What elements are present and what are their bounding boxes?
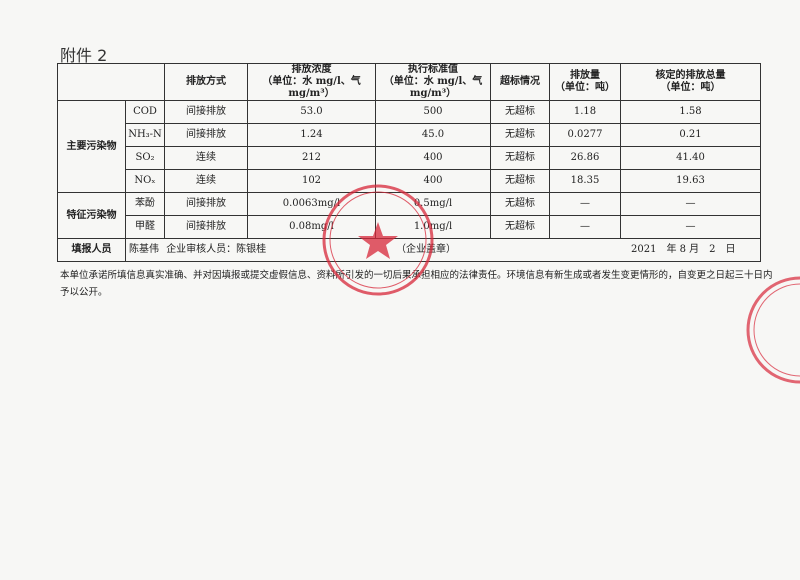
cell-total: 19.63 <box>620 169 761 193</box>
header-exceed: 超标情况 <box>490 63 550 101</box>
cell-amount: 26.86 <box>549 146 621 170</box>
cell-name: 苯酚 <box>125 192 165 216</box>
header-total: 核定的排放总量 （单位：吨） <box>620 63 761 101</box>
table-row: 甲醛 间接排放 0.08mg/l 1.0mg/l 无超标 — — <box>58 215 761 239</box>
header-row: 排放方式 排放浓度 （单位：水 mg/l、气 mg/m³） 执行标准值 （单位：水 … <box>57 63 761 101</box>
cell-total: 0.21 <box>620 123 761 147</box>
cell-name: NH₃-N <box>125 123 165 147</box>
cell-conc: 0.0063mg/l <box>247 192 376 216</box>
reporter-name: 陈基伟 <box>129 244 159 255</box>
group-main: 主要污染物 <box>57 100 126 193</box>
table-row: NOₓ 连续 102 400 无超标 18.35 19.63 <box>58 169 761 193</box>
cell-exceed: 无超标 <box>490 123 550 147</box>
cell-std: 400 <box>375 146 491 170</box>
cell-conc: 1.24 <box>247 123 376 147</box>
cell-method: 间接排放 <box>164 123 248 147</box>
cell-total: 1.58 <box>620 100 761 124</box>
cell-total: 41.40 <box>620 146 761 170</box>
cell-method: 连续 <box>164 146 248 170</box>
cell-name: COD <box>125 100 165 124</box>
report-date: 2021 年 8 月 2 日 <box>631 244 736 255</box>
cell-std: 1.0mg/l <box>375 215 491 239</box>
emission-table: 排放方式 排放浓度 （单位：水 mg/l、气 mg/m³） 执行标准值 （单位：水 … <box>57 63 761 262</box>
cell-exceed: 无超标 <box>490 146 550 170</box>
table-row: NH₃-N 间接排放 1.24 45.0 无超标 0.0277 0.21 <box>58 123 761 147</box>
cell-method: 连续 <box>164 169 248 193</box>
cell-std: 500 <box>375 100 491 124</box>
cell-name: SO₂ <box>125 146 165 170</box>
cell-std: 0.5mg/l <box>375 192 491 216</box>
cell-conc: 53.0 <box>247 100 376 124</box>
header-std: 执行标准值 （单位：水 mg/l、气 mg/m³） <box>375 63 491 101</box>
cell-total: — <box>620 215 761 239</box>
header-conc: 排放浓度 （单位：水 mg/l、气 mg/m³） <box>247 63 376 101</box>
cell-conc: 102 <box>247 169 376 193</box>
cell-amount: 1.18 <box>549 100 621 124</box>
header-method: 排放方式 <box>164 63 248 101</box>
cell-amount: 18.35 <box>549 169 621 193</box>
footer-info: 陈基伟 企业审核人员：陈银桂 （企业盖章） 2021 年 8 月 2 日 <box>125 238 761 262</box>
cell-name: 甲醛 <box>125 215 165 239</box>
cell-method: 间接排放 <box>164 215 248 239</box>
cell-name: NOₓ <box>125 169 165 193</box>
table-row: 特征污染物 苯酚 间接排放 0.0063mg/l 0.5mg/l 无超标 — — <box>57 192 761 239</box>
cell-total: — <box>620 192 761 216</box>
page-title: 附件 2 <box>60 46 108 65</box>
cell-std: 400 <box>375 169 491 193</box>
cell-amount: — <box>549 215 621 239</box>
cell-method: 间接排放 <box>164 100 248 124</box>
cell-amount: — <box>549 192 621 216</box>
cell-exceed: 无超标 <box>490 192 550 216</box>
cell-std: 45.0 <box>375 123 491 147</box>
cell-exceed: 无超标 <box>490 169 550 193</box>
cell-method: 间接排放 <box>164 192 248 216</box>
table-row: SO₂ 连续 212 400 无超标 26.86 41.40 <box>58 146 761 170</box>
reporter-label: 填报人员 <box>57 238 126 262</box>
cell-conc: 0.08mg/l <box>247 215 376 239</box>
cell-exceed: 无超标 <box>490 215 550 239</box>
cell-amount: 0.0277 <box>549 123 621 147</box>
cell-conc: 212 <box>247 146 376 170</box>
table-row: 主要污染物 COD 间接排放 53.0 500 无超标 1.18 1.58 <box>57 100 761 193</box>
reviewer: 企业审核人员：陈银桂 <box>166 244 267 255</box>
commitment-note: 本单位承诺所填信息真实准确、并对因填报或提交虚假信息、资料所引发的一切后果承担相… <box>60 270 773 298</box>
group-char: 特征污染物 <box>57 192 126 239</box>
footer-row: 填报人员 陈基伟 企业审核人员：陈银桂 （企业盖章） 2021 年 8 月 2 … <box>57 238 761 262</box>
header-amount: 排放量 （单位：吨） <box>549 63 621 101</box>
cell-exceed: 无超标 <box>490 100 550 124</box>
seal-label: （企业盖章） <box>396 244 456 255</box>
